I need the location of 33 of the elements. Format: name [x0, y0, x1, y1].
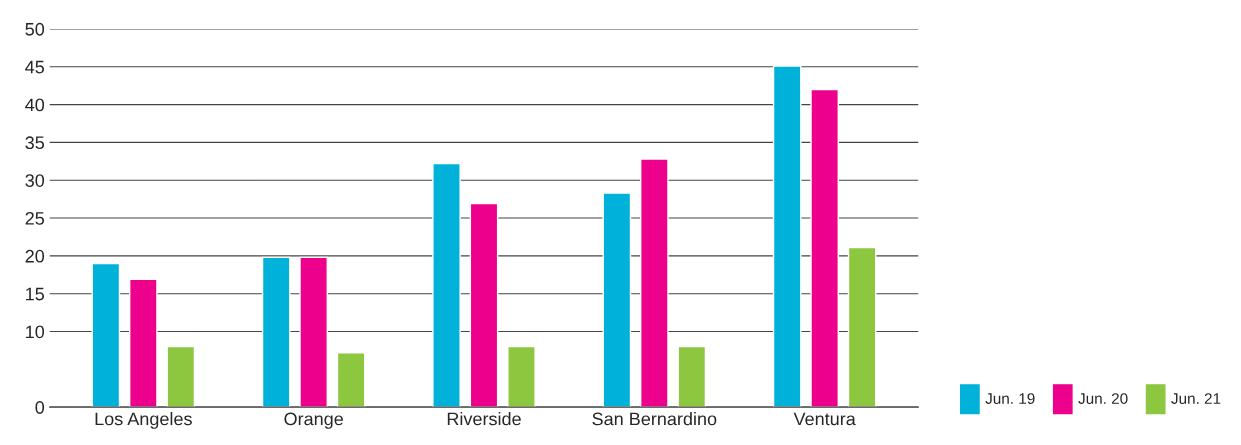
x-tick-label: San Bernardino [592, 412, 717, 426]
bar [299, 256, 328, 408]
y-tick-label: 20 [25, 249, 45, 263]
bar [602, 192, 632, 408]
legend-label: Jun. 21 [1171, 393, 1221, 404]
bar [261, 256, 291, 408]
y-tick-label: 45 [25, 60, 45, 74]
y-tick-label: 10 [26, 325, 45, 339]
bar [166, 345, 196, 408]
bar [336, 352, 366, 408]
x-tick-label: Orange [284, 412, 343, 429]
y-tick-label: 40 [25, 98, 45, 112]
y-tick-label: 30 [25, 174, 45, 187]
bar [469, 202, 499, 408]
bar [129, 278, 158, 408]
x-tick-label: Riverside [447, 412, 521, 426]
y-tick-label: 0 [35, 401, 45, 414]
bar [507, 345, 536, 408]
y-tick-label: 35 [25, 136, 45, 150]
legend-label: Jun. 19 [985, 393, 1035, 404]
bar [810, 88, 839, 408]
x-tick-label: Ventura [793, 412, 856, 426]
bar [640, 158, 669, 408]
y-tick-label: 50 [25, 22, 45, 36]
bar [772, 65, 802, 408]
bar [91, 262, 121, 408]
bar [432, 162, 461, 408]
bar [677, 345, 707, 408]
y-tick-label: 15 [26, 287, 45, 301]
legend-label: Jun. 20 [1078, 393, 1128, 404]
x-tick-label: Los Angeles [95, 412, 192, 429]
bar [847, 246, 877, 408]
y-tick-label: 25 [25, 211, 45, 225]
